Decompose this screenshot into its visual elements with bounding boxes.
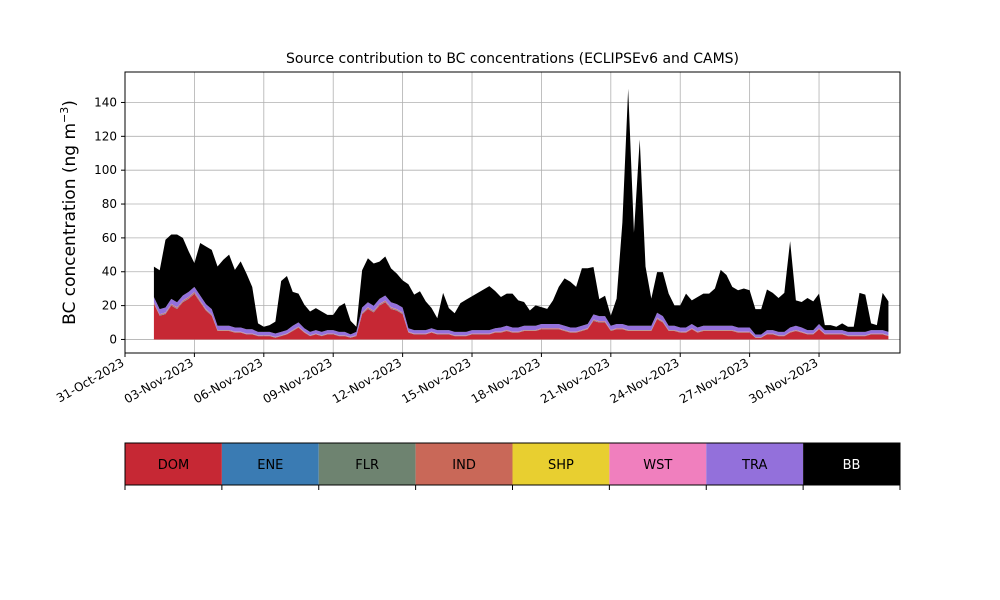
x-tick-label: 31-Oct-2023 — [54, 355, 126, 405]
x-tick-label: 03-Nov-2023 — [122, 355, 196, 406]
x-tick-label: 09-Nov-2023 — [261, 355, 335, 406]
x-tick-label: 24-Nov-2023 — [608, 355, 682, 406]
y-tick-label: 20 — [102, 299, 117, 313]
y-tick-label: 60 — [102, 231, 117, 245]
legend-swatch-wst — [609, 443, 707, 485]
legend-label-wst: WST — [643, 458, 672, 473]
y-tick-label: 100 — [94, 163, 117, 177]
legend-label-tra: TRA — [741, 458, 767, 473]
x-tick-label: 12-Nov-2023 — [330, 355, 404, 406]
y-axis-label-superscript: −3 — [58, 107, 71, 123]
series-area-dom — [153, 293, 889, 340]
legend-swatch-dom — [125, 443, 222, 485]
x-tick-label: 06-Nov-2023 — [191, 355, 265, 406]
legend-swatch-bb — [803, 443, 900, 485]
legend: DOM ENE FLR IND SHP WST TRA BB — [124, 442, 901, 490]
y-tick-label: 40 — [102, 265, 117, 279]
legend-label-ind: IND — [452, 458, 476, 473]
legend-swatch-ene — [221, 443, 319, 485]
y-axis-label: BC concentration (ng m−3) — [58, 100, 80, 325]
x-tick-label: 15-Nov-2023 — [399, 355, 473, 406]
y-tick-label: 80 — [102, 197, 117, 211]
series-area-bb — [153, 88, 889, 335]
legend-swatch-tra — [706, 443, 804, 485]
x-tick-label: 30-Nov-2023 — [746, 355, 820, 406]
y-axis-label-suffix: ) — [60, 100, 80, 107]
chart-title: Source contribution to BC concentrations… — [286, 51, 739, 67]
x-tick-label: 18-Nov-2023 — [469, 355, 543, 406]
x-tick-label: 27-Nov-2023 — [677, 355, 751, 406]
legend-swatch-shp — [512, 443, 610, 485]
legend-swatch-flr — [318, 443, 416, 485]
legend-swatch-ind — [415, 443, 513, 485]
legend-label-ene: ENE — [257, 458, 283, 473]
series-area-tra — [153, 286, 889, 338]
y-tick-label: 120 — [94, 129, 117, 143]
legend-label-bb: BB — [843, 458, 861, 473]
plot-frame — [124, 71, 901, 354]
legend-label-shp: SHP — [548, 458, 574, 473]
stacked-areas — [153, 88, 889, 340]
legend-label-flr: FLR — [355, 458, 379, 473]
y-axis-label-main: BC concentration (ng m — [60, 123, 80, 325]
legend-label-dom: DOM — [158, 458, 189, 473]
y-tick-label: 140 — [94, 95, 117, 109]
x-tick-label: 21-Nov-2023 — [538, 355, 612, 406]
y-tick-label: 0 — [109, 332, 117, 346]
